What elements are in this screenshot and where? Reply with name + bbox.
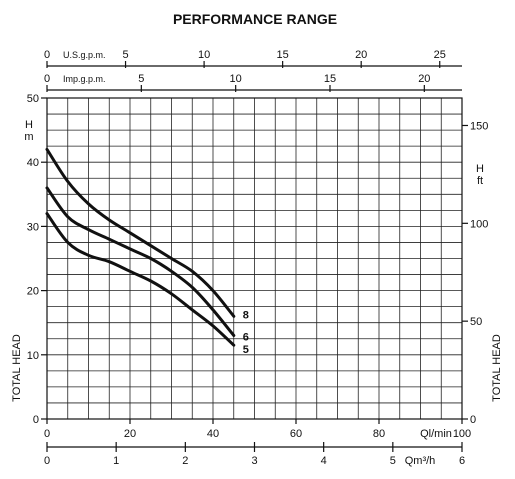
y-left-tick-label: 30 (27, 221, 39, 233)
y-left-axis-title: TOTAL HEAD (11, 334, 23, 402)
curve-5 (45, 212, 236, 347)
top-axis-tick-label: 15 (324, 73, 336, 85)
y-right-unit: ft (477, 175, 483, 187)
y-left-tick-label: 20 (27, 286, 39, 298)
m3h-axis-title: Qm³/h (405, 455, 436, 467)
top-axis-title: Imp.g.p.m. (63, 74, 106, 84)
y-left-tick-label: 0 (33, 414, 39, 426)
top-axis-tick-label: 0 (44, 49, 50, 61)
x-tick-label: 20 (124, 428, 136, 440)
y-right-tick-label: 0 (470, 414, 476, 426)
m3h-tick-label: 2 (182, 455, 188, 467)
y-right-tick-label: 100 (470, 218, 488, 230)
top-axis-tick-label: 10 (198, 49, 210, 61)
m3h-tick-label: 1 (113, 455, 119, 467)
top-axis-tick-label: 25 (434, 49, 446, 61)
plot-frame (46, 97, 463, 420)
top-axis-tick-label: 5 (138, 73, 144, 85)
chart-title: PERFORMANCE RANGE (173, 11, 337, 27)
grid (46, 97, 463, 420)
labels: 8 65 (243, 309, 249, 356)
y-right-tick-label: 150 (470, 120, 488, 132)
m3h-tick-label: 6 (459, 455, 465, 467)
curve-label-8: 8 (243, 309, 249, 321)
y-left-tick-label: 40 (27, 157, 39, 169)
top-axis-tick-label: 0 (44, 73, 50, 85)
m3h-tick-label: 5 (390, 455, 396, 467)
x-tick-label: 100 (453, 428, 471, 440)
top-axis-tick-label: 20 (418, 73, 430, 85)
curves (45, 147, 236, 347)
y-left-unit: m (24, 131, 33, 143)
y-left-tick-label: 10 (27, 350, 39, 362)
m3h-tick-label: 4 (321, 455, 327, 467)
top-axis-tick-label: 10 (230, 73, 242, 85)
top-axis-tick-label: 5 (122, 49, 128, 61)
x-tick-label: 40 (207, 428, 219, 440)
x-tick-label: 80 (373, 428, 385, 440)
x-tick-label: 60 (290, 428, 302, 440)
top-axis-tick-label: 20 (355, 49, 367, 61)
curve-8 (45, 147, 236, 318)
curve-label-5: 5 (243, 344, 249, 356)
curve-6 (45, 186, 236, 337)
m3h-tick-label: 3 (251, 455, 257, 467)
y-left-tick-label: 50 (27, 93, 39, 105)
x-tick-label: 0 (44, 428, 50, 440)
curve-label-6: 6 (243, 332, 249, 344)
x-axis-title: Ql/min (420, 428, 452, 440)
top-axis-tick-label: 15 (277, 49, 289, 61)
y-right-axis-title: TOTAL HEAD (491, 334, 503, 402)
m3h-tick-label: 0 (44, 455, 50, 467)
y-left-unit-prefix: H (25, 119, 33, 131)
y-right-unit-prefix: H (476, 163, 484, 175)
top-axis-title: U.S.g.p.m. (63, 50, 106, 60)
y-right-tick-label: 50 (470, 316, 482, 328)
